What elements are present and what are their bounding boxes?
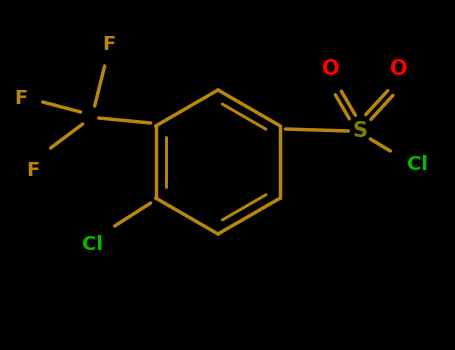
Text: O: O [322,59,339,79]
Text: F: F [102,35,115,54]
Text: O: O [389,59,407,79]
Text: S: S [353,121,368,141]
Text: Cl: Cl [82,234,103,253]
Text: Cl: Cl [407,154,428,174]
Text: F: F [26,161,39,180]
Text: F: F [14,89,27,107]
